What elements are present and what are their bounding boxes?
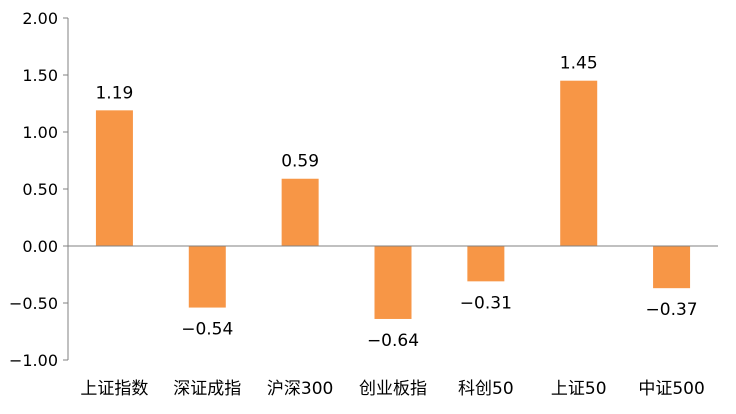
- bar-7: [653, 246, 691, 289]
- category-label: 上证50: [551, 379, 607, 399]
- y-tick-label: 1.50: [22, 66, 58, 85]
- data-label: 1.45: [560, 54, 598, 74]
- y-tick-label: 0.00: [22, 237, 58, 256]
- y-tick-label: 2.00: [22, 9, 58, 28]
- category-label: 中证500: [638, 379, 704, 399]
- x-axis: 上证指数 深证成指 沪深300 创业板指 科创50 上证50 中证500: [68, 245, 718, 399]
- data-label: −0.54: [181, 320, 233, 340]
- data-label: −0.37: [646, 300, 698, 320]
- bars: [95, 80, 691, 319]
- data-label: 0.59: [281, 152, 319, 172]
- bar-1: [95, 110, 133, 246]
- y-tick-label: 1.00: [22, 123, 58, 142]
- y-tick-label: −0.50: [9, 294, 58, 313]
- category-label: 创业板指: [359, 379, 427, 399]
- category-label: 沪深300: [267, 379, 333, 399]
- category-label: 深证成指: [173, 379, 241, 399]
- data-label: −0.31: [460, 293, 512, 313]
- bar-6: [560, 80, 598, 246]
- bar-4: [374, 246, 412, 319]
- bar-5: [467, 246, 505, 282]
- y-tick-label: 0.50: [22, 180, 58, 199]
- data-label: −0.64: [367, 331, 419, 351]
- data-label: 1.19: [95, 83, 133, 103]
- data-labels: 1.19 −0.54 0.59 −0.64 −0.31 1.45 −0.37: [95, 54, 697, 351]
- category-label: 科创50: [458, 379, 514, 399]
- category-label: 上证指数: [80, 379, 148, 399]
- bar-2: [188, 246, 226, 308]
- bar-3: [281, 178, 319, 246]
- y-tick-label: −1.00: [9, 351, 58, 370]
- y-axis: 2.00 1.50 1.00 0.50 0.00 −0.50 −1.00: [9, 9, 69, 370]
